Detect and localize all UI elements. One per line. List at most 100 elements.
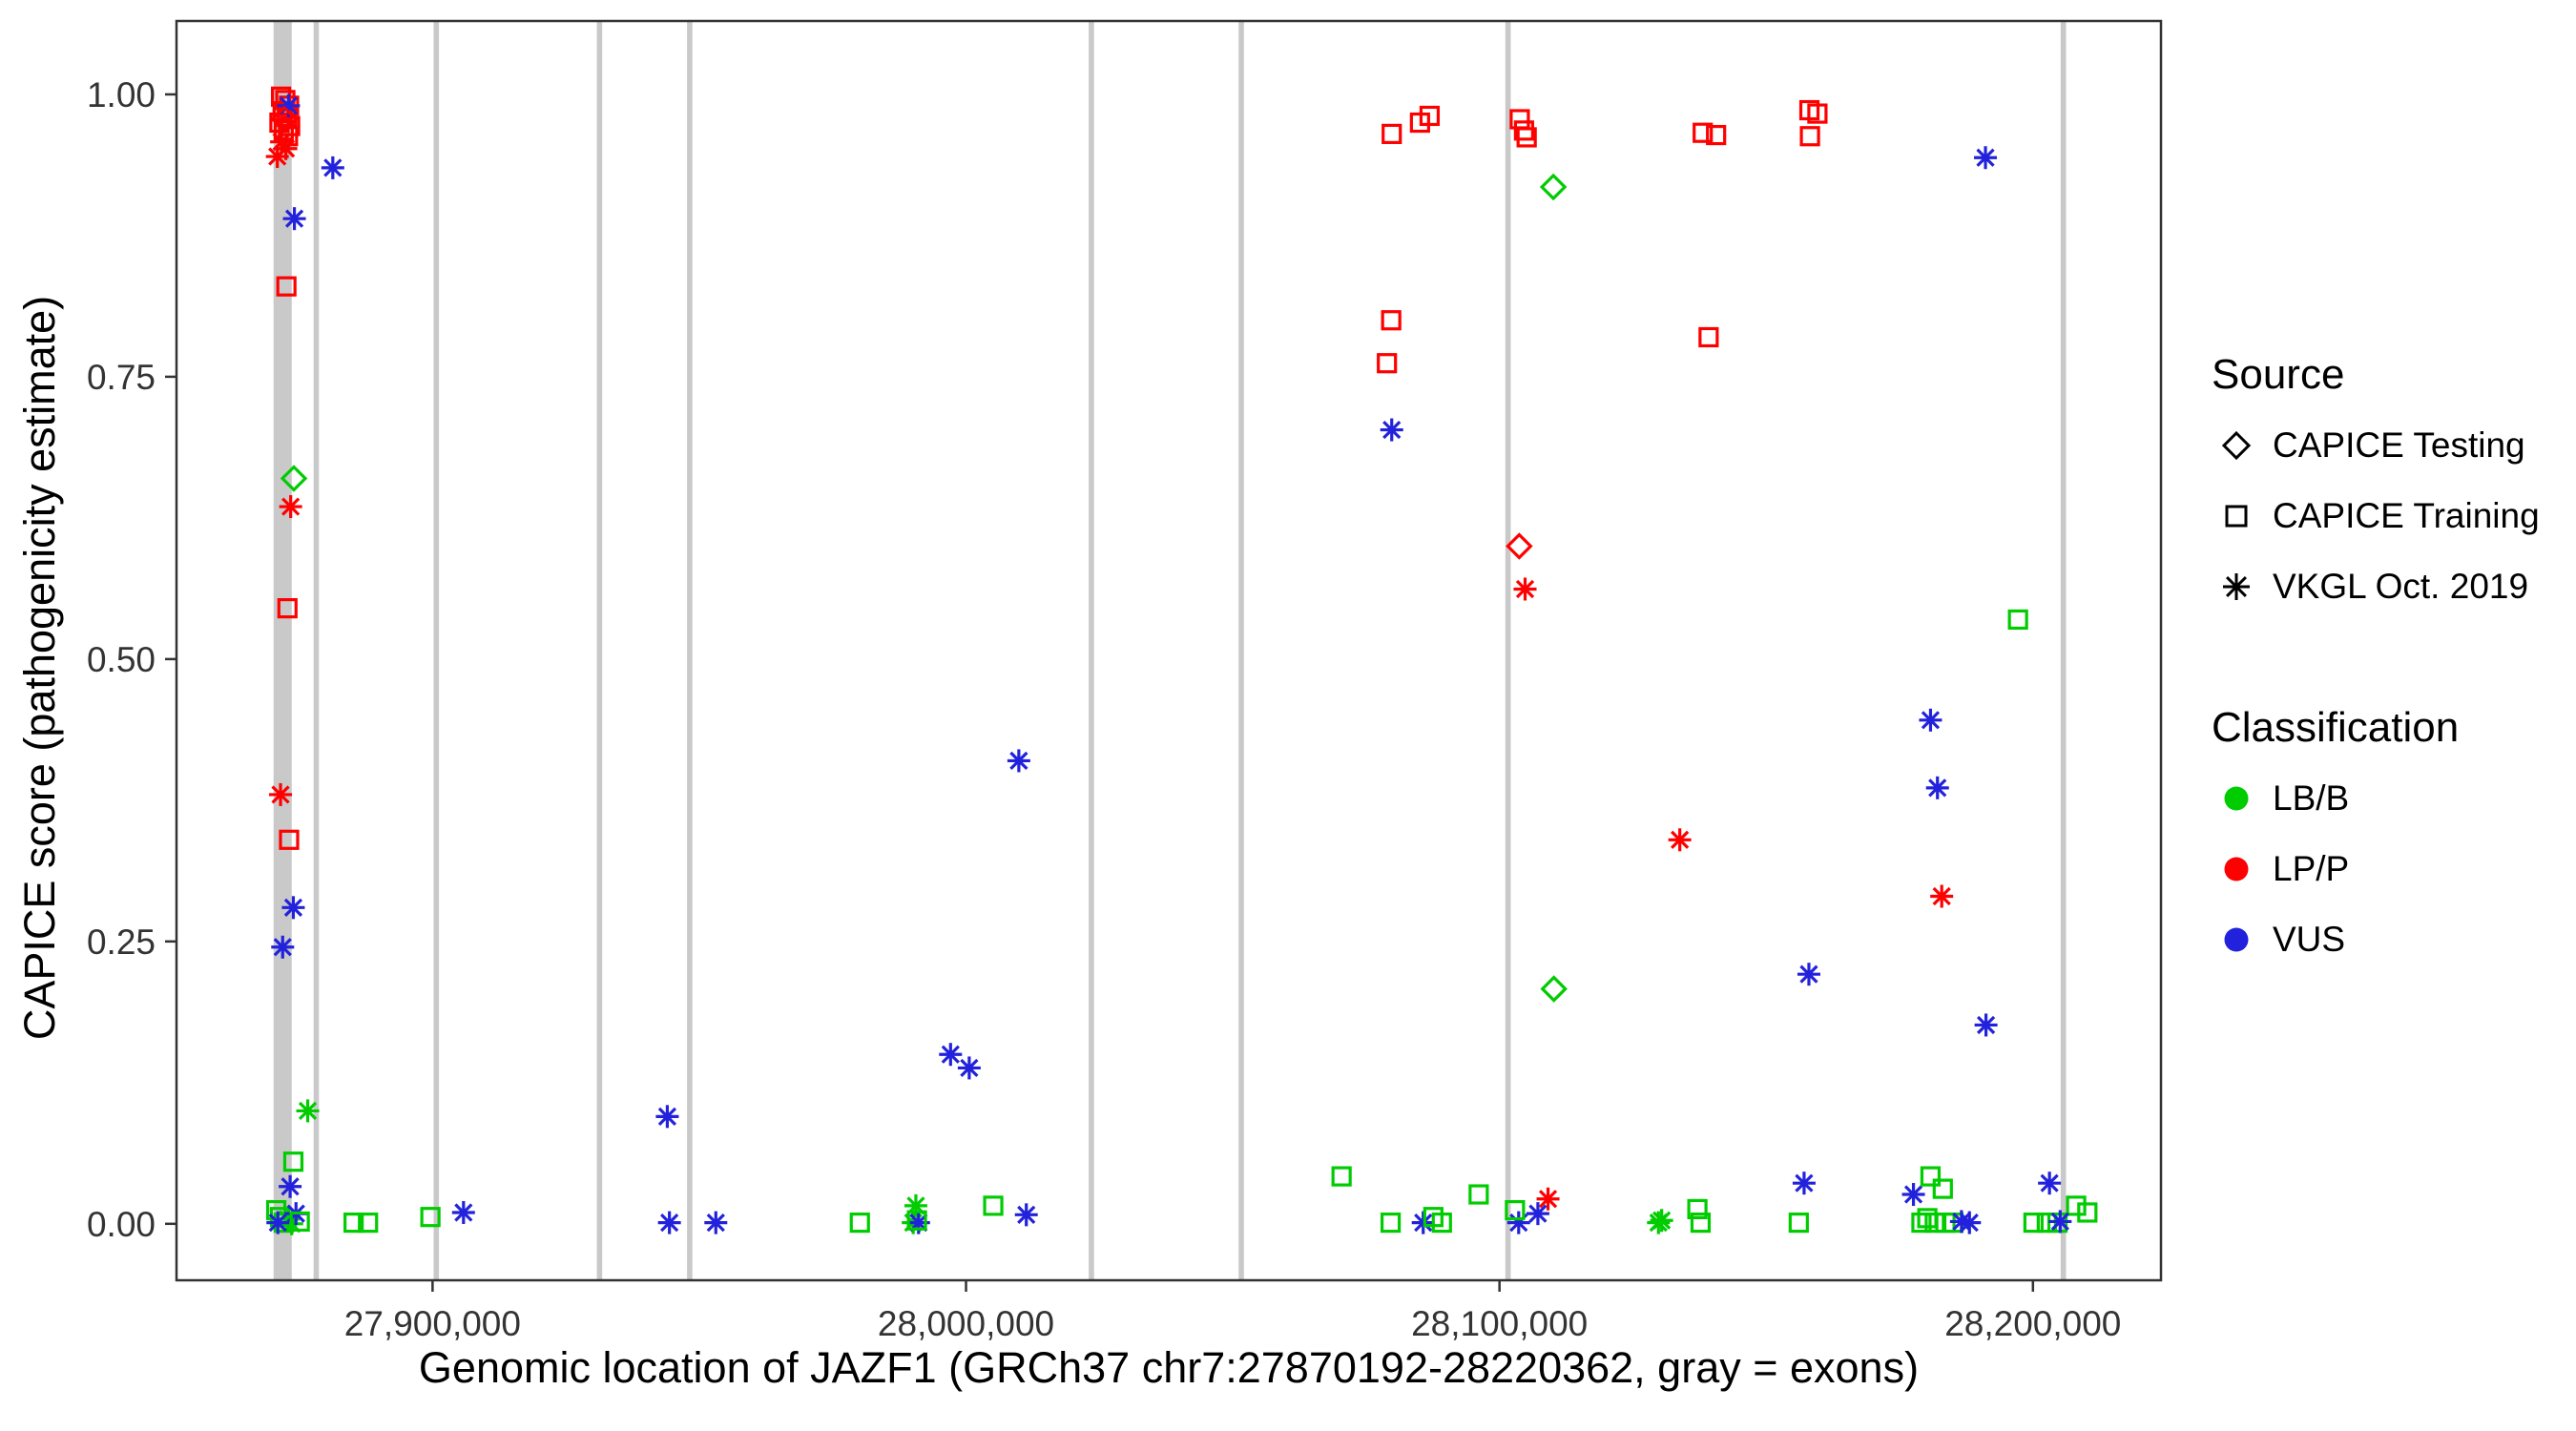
data-point-square — [279, 829, 300, 850]
x-tick-label: 28,200,000 — [1944, 1304, 2121, 1343]
exon-band — [273, 21, 292, 1280]
y-tick-label: 0.50 — [87, 640, 156, 679]
legend: Source CAPICE Testing CAPICE Training VKGL… — [2212, 351, 2576, 981]
diamond-icon — [2212, 421, 2261, 470]
data-point-asterisk — [2038, 1172, 2062, 1195]
data-point-square — [1698, 326, 1719, 348]
data-point-asterisk — [1792, 1172, 1816, 1195]
data-point-square — [1932, 1178, 1953, 1199]
data-point-square — [1513, 120, 1534, 141]
legend-source-items: CAPICE Testing CAPICE Training VKGL Oct. 2… — [2212, 416, 2576, 616]
data-point-square — [282, 1151, 304, 1172]
exon-band — [1505, 21, 1511, 1280]
data-point-square — [906, 1210, 927, 1231]
x-tick-label: 28,100,000 — [1411, 1304, 1588, 1343]
exon-band — [1238, 21, 1244, 1280]
panel-background — [177, 21, 2161, 1280]
data-point-square — [1468, 1184, 1489, 1205]
data-point-square — [983, 1195, 1004, 1216]
data-point-asterisk — [1919, 708, 1942, 732]
data-point-asterisk — [266, 1211, 290, 1234]
data-point-square — [2007, 609, 2028, 631]
legend-classification-title: Classification — [2212, 704, 2460, 751]
data-point-square — [1381, 310, 1402, 331]
data-point-diamond — [270, 105, 299, 134]
data-point-square — [1911, 1213, 1932, 1234]
exon-band — [596, 21, 603, 1280]
data-point-asterisk — [957, 1056, 981, 1080]
legend-item-capice-testing: CAPICE Testing — [2212, 416, 2576, 475]
data-point-square — [420, 1207, 441, 1228]
y-tick-label: 0.00 — [87, 1205, 156, 1244]
data-point-asterisk — [1797, 963, 1820, 986]
data-point-square — [2023, 1213, 2044, 1234]
legend-item-vus: VUS — [2212, 910, 2576, 969]
asterisk-icon — [2212, 562, 2261, 612]
legend-classification-section: Classification LB/B LP/P VUS — [2212, 704, 2576, 969]
data-point-square — [343, 1213, 364, 1234]
data-point-asterisk — [1380, 418, 1403, 442]
data-point-asterisk — [1650, 1209, 1673, 1233]
data-point-square — [2066, 1195, 2087, 1216]
y-axis-title: CAPICE score (pathogenicity estimate) — [15, 295, 64, 1041]
data-point-asterisk — [939, 1043, 963, 1067]
data-point-square — [1516, 127, 1537, 148]
y-tick-label: 0.75 — [87, 358, 156, 397]
data-point-asterisk — [282, 207, 306, 231]
filled-circle-icon — [2212, 774, 2261, 823]
data-point-diamond — [1540, 975, 1568, 1003]
data-point-asterisk — [1974, 1013, 1998, 1037]
exon-band — [313, 21, 320, 1280]
legend-source-title: Source — [2212, 351, 2345, 398]
y-tick-label: 1.00 — [87, 75, 156, 114]
data-point-asterisk — [1901, 1183, 1925, 1207]
data-point-asterisk — [277, 93, 301, 117]
data-point-square — [1505, 1200, 1526, 1221]
data-point-asterisk — [1668, 828, 1692, 852]
data-point-asterisk — [281, 896, 305, 920]
legend-item-label: LP/P — [2273, 849, 2350, 888]
data-point-asterisk — [2048, 1210, 2072, 1234]
data-point-asterisk — [1411, 1211, 1435, 1234]
data-point-asterisk — [1930, 884, 1954, 908]
data-point-square — [849, 1213, 870, 1234]
data-point-asterisk — [1526, 1202, 1549, 1226]
data-point-asterisk — [1007, 749, 1030, 773]
data-point-asterisk — [1536, 1187, 1560, 1211]
legend-item-label: VUS — [2273, 920, 2346, 959]
data-point-square — [1331, 1166, 1352, 1187]
data-point-asterisk — [657, 1211, 681, 1234]
data-point-square — [2077, 1202, 2098, 1223]
y-tick-label: 0.25 — [87, 923, 156, 962]
data-point-square — [1807, 103, 1828, 124]
exon-band — [2060, 21, 2067, 1280]
data-point-square — [289, 1211, 310, 1233]
square-icon — [2212, 491, 2261, 541]
data-point-diamond — [1539, 173, 1568, 201]
data-point-diamond — [1506, 532, 1533, 560]
data-point-square — [1381, 1213, 1402, 1234]
data-point-square — [1419, 105, 1441, 127]
data-point-square — [1799, 126, 1820, 147]
data-point-asterisk — [655, 1105, 679, 1129]
data-point-square — [1381, 123, 1402, 144]
x-axis-title: Genomic location of JAZF1 (GRCh37 chr7:2… — [418, 1343, 1920, 1392]
filled-circle-icon — [2212, 915, 2261, 964]
legend-item-capice-training: CAPICE Training — [2212, 487, 2576, 546]
data-point-asterisk — [1513, 577, 1537, 601]
data-point-square — [358, 1213, 379, 1234]
legend-item-label: CAPICE Testing — [2273, 425, 2525, 465]
legend-item-lb-b: LB/B — [2212, 769, 2576, 828]
data-point-asterisk — [1014, 1203, 1038, 1227]
data-point-asterisk — [321, 156, 344, 179]
exon-band — [1089, 21, 1094, 1280]
legend-item-label: LB/B — [2273, 778, 2350, 818]
data-point-square — [1693, 122, 1714, 143]
data-point-square — [1377, 353, 1398, 374]
data-point-square — [277, 598, 298, 619]
data-point-square — [1687, 1198, 1708, 1220]
data-point-square — [1431, 1213, 1452, 1234]
legend-item-label: CAPICE Training — [2273, 496, 2540, 535]
